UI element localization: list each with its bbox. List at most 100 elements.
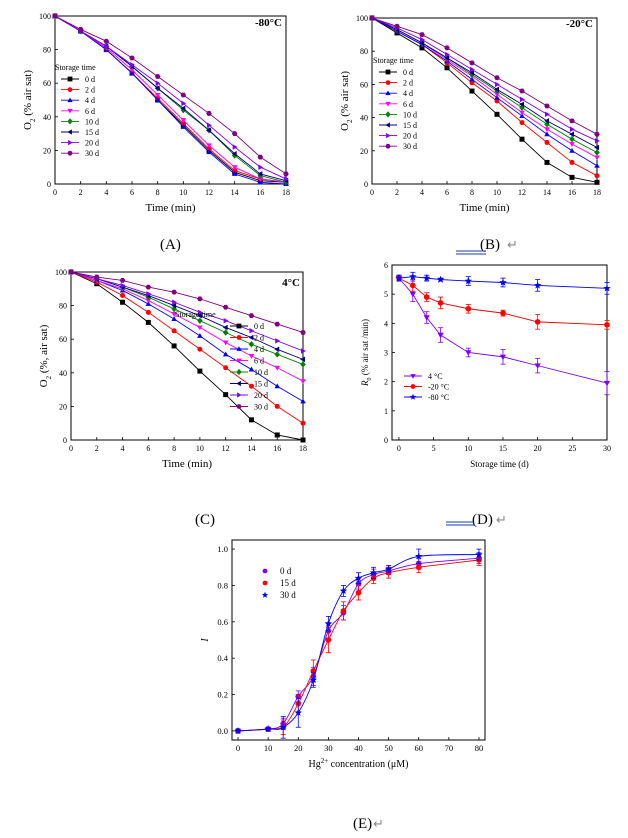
plot-frame (371, 17, 598, 185)
data-point (301, 348, 306, 354)
data-point (171, 343, 177, 349)
legend-marker (67, 129, 72, 135)
x-tick-label: 50 (384, 743, 393, 753)
series-line (54, 15, 287, 175)
y-axis-label: I (200, 638, 211, 643)
data-point (231, 165, 238, 171)
data-point (369, 15, 375, 21)
data-point (499, 354, 507, 361)
x-tick-label: 25 (568, 444, 576, 453)
caption-b-underline (456, 250, 486, 255)
data-point (248, 313, 255, 319)
y-tick-label: 4 (384, 319, 388, 328)
data-point (206, 143, 212, 149)
x-tick-label: 6 (130, 188, 134, 197)
data-point (207, 122, 212, 128)
legend-title: Storage time (175, 310, 216, 319)
data-point (465, 350, 472, 356)
legend-label: 2 d (254, 334, 264, 343)
data-point (569, 174, 575, 180)
y-tick-label: 0 (47, 180, 51, 189)
data-point (172, 299, 177, 305)
data-point (494, 111, 500, 117)
data-point (197, 346, 203, 352)
data-point (465, 305, 472, 312)
data-point (171, 328, 177, 334)
data-point (339, 586, 348, 595)
y-axis-label: O2 (%, air sat) (38, 324, 53, 387)
data-point (222, 324, 228, 331)
data-point (444, 65, 450, 71)
x-tick-label: 8 (172, 444, 176, 453)
return-mark-d: ↵ (496, 512, 507, 527)
data-point (119, 278, 126, 283)
data-point (545, 111, 550, 118)
legend-label: 0 d (403, 68, 413, 77)
data-point (171, 289, 177, 295)
x-tick-label: 4 (121, 444, 125, 453)
data-point (206, 111, 212, 116)
legend-marker (236, 368, 242, 376)
legend-label: 30 d (254, 403, 268, 412)
data-point (519, 88, 525, 94)
data-point (206, 146, 212, 152)
x-axis-label: Time (min) (459, 202, 509, 214)
x-tick-label: 12 (205, 188, 213, 197)
data-point (419, 40, 424, 46)
plot-frame (54, 15, 287, 185)
plot-frame (391, 264, 608, 441)
data-point (569, 135, 575, 143)
data-point (544, 103, 550, 109)
data-point (494, 75, 500, 81)
plot-frame (70, 271, 304, 441)
legend-label: 6 d (403, 100, 413, 109)
data-point (444, 45, 450, 51)
y-tick-label: 20 (59, 402, 67, 411)
y-tick-label: 1.0 (217, 544, 228, 554)
data-point (120, 293, 126, 299)
data-point (519, 110, 525, 116)
data-point (257, 179, 264, 185)
legend: 0 d 15 d 30 d (261, 566, 296, 600)
data-point (257, 171, 263, 177)
y-tick-label: 0 (364, 180, 368, 189)
series-line (371, 17, 598, 167)
data-point (197, 312, 202, 319)
legend-title: Storage time (55, 63, 96, 72)
data-point (604, 321, 610, 328)
data-point (544, 127, 550, 133)
data-point (274, 403, 280, 409)
x-tick-label: 16 (568, 188, 576, 197)
data-point (436, 275, 445, 283)
y-tick-label: 40 (43, 113, 51, 122)
panel-temperature-label: -80°C (255, 17, 282, 29)
data-point (469, 60, 475, 66)
y-tick-label: 60 (360, 80, 368, 89)
data-point (257, 154, 264, 160)
data-point (223, 392, 229, 398)
caption-d-underline (446, 521, 474, 526)
x-tick-label: 20 (534, 444, 542, 453)
data-point (300, 379, 306, 385)
data-point (519, 101, 524, 108)
data-point (222, 329, 229, 336)
x-tick-label: 18 (299, 444, 307, 453)
data-point (594, 144, 599, 151)
x-tick-label: 0 (53, 188, 57, 197)
series-0-d (68, 269, 306, 443)
data-point (469, 76, 475, 82)
data-point (594, 162, 600, 168)
data-point (300, 361, 306, 368)
data-point (469, 88, 475, 94)
data-point (120, 282, 126, 289)
data-point (444, 55, 449, 61)
data-point (595, 138, 600, 144)
data-point (494, 92, 500, 98)
legend-label: 2 d (85, 86, 95, 95)
legend-label: 10 d (403, 110, 417, 119)
x-axis-label: Time (min) (162, 458, 212, 470)
data-point (533, 281, 542, 289)
